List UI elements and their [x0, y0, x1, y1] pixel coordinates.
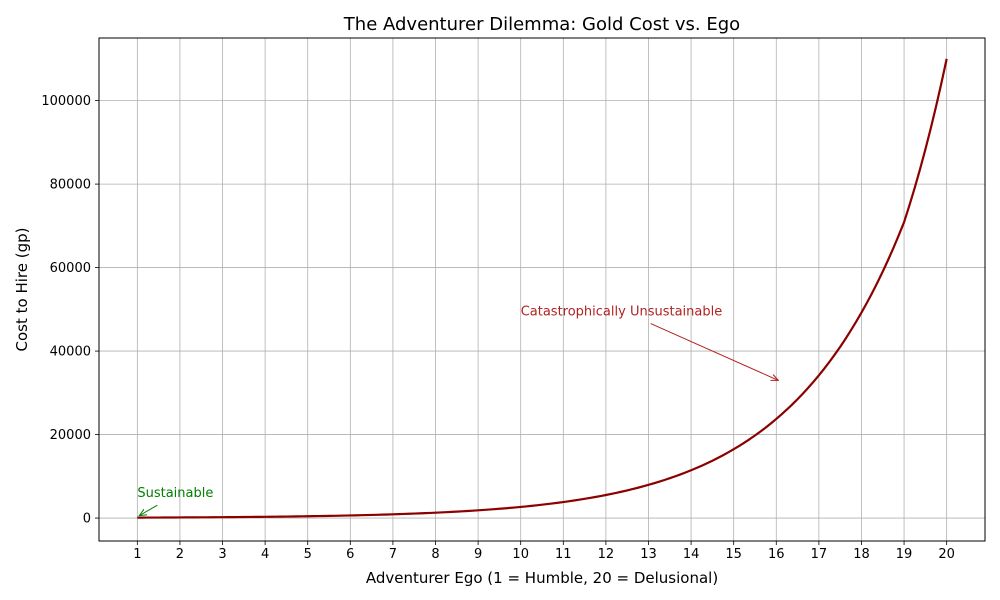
chart-title: The Adventurer Dilemma: Gold Cost vs. Eg…	[343, 14, 740, 35]
x-tick-label: 10	[512, 547, 529, 562]
y-axis-label: Cost to Hire (gp)	[13, 228, 31, 352]
annotation-label: Sustainable	[137, 486, 213, 501]
x-tick-label: 12	[598, 547, 615, 562]
series-layer	[137, 58, 948, 519]
annotation-label: Catastrophically Unsustainable	[521, 305, 723, 320]
series-line	[137, 58, 948, 519]
x-tick-label: 7	[389, 547, 397, 562]
x-tick-label: 15	[725, 547, 742, 562]
x-tick-label: 18	[853, 547, 870, 562]
y-tick-label: 100000	[41, 94, 91, 109]
axis-ticks: 1 2 3 4 5 6 7 8 9 10 11 12 13 14 15 16 17 18 19 20020000400…	[41, 94, 955, 562]
x-tick-label: 19	[896, 547, 913, 562]
annotation-arrow	[139, 504, 158, 515]
x-tick-label: 20	[938, 547, 955, 562]
x-tick-label: 2	[176, 547, 184, 562]
x-tick-label: 4	[261, 547, 269, 562]
x-tick-label: 13	[640, 547, 657, 562]
x-axis-label: Adventurer Ego (1 = Humble, 20 = Delusio…	[366, 569, 718, 587]
y-tick-label: 80000	[50, 178, 91, 193]
x-tick-label: 16	[768, 547, 785, 562]
annotation-arrow	[650, 323, 779, 381]
grid	[99, 38, 985, 541]
x-tick-label: 14	[683, 547, 700, 562]
y-tick-label: 0	[83, 512, 91, 527]
x-tick-label: 11	[555, 547, 572, 562]
y-tick-label: 60000	[50, 261, 91, 276]
annotations: Sustainable Catastrophically Unsustainabl…	[137, 305, 778, 516]
plot-frame	[98, 37, 986, 542]
x-tick-label: 6	[346, 547, 354, 562]
x-tick-label: 3	[218, 547, 226, 562]
y-tick-label: 40000	[50, 345, 91, 360]
x-tick-label: 5	[304, 547, 312, 562]
x-tick-label: 17	[811, 547, 828, 562]
x-tick-label: 9	[474, 547, 482, 562]
y-tick-label: 20000	[50, 428, 91, 443]
x-tick-label: 8	[431, 547, 439, 562]
x-tick-label: 1	[133, 547, 141, 562]
